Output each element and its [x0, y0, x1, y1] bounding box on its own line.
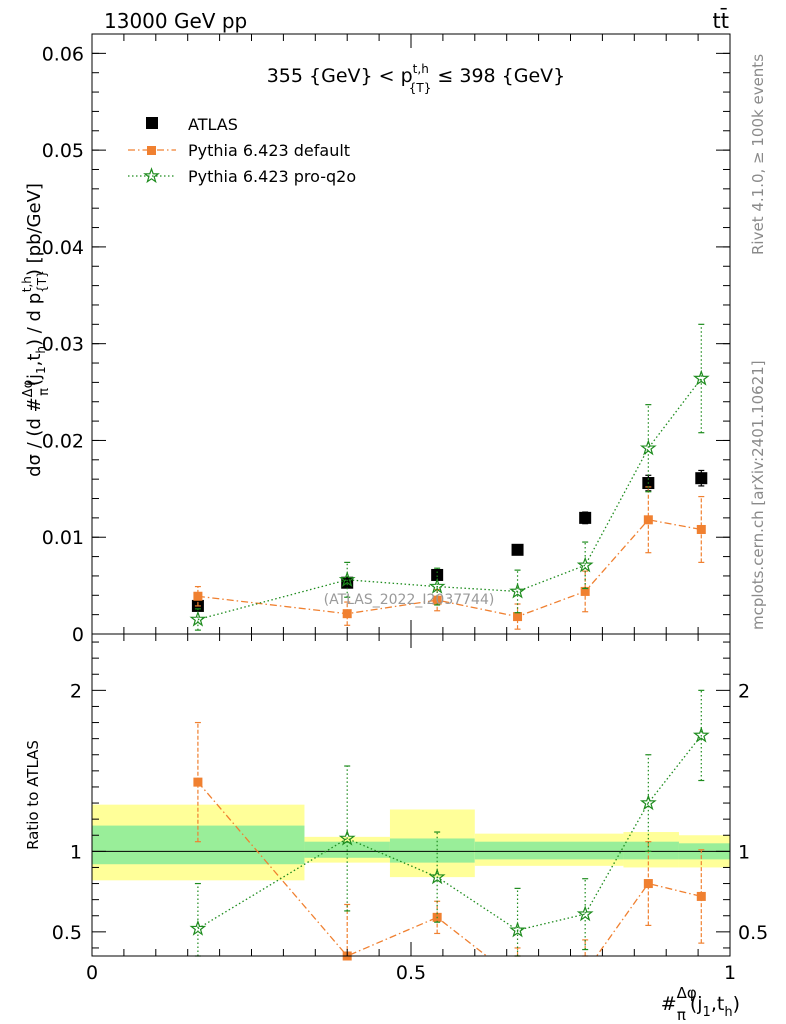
main-point-atlas — [511, 543, 524, 556]
main-series-line-pythia-6-423-pro-q2o — [197, 378, 702, 621]
ratio-y-tick-label-right: 1 — [738, 841, 750, 863]
ratio-point-pythia-6-423-default — [643, 879, 653, 889]
legend-marker-pythia-default — [147, 146, 156, 155]
ratio-y-axis-label: Ratio to ATLAS — [24, 740, 42, 850]
analysis-watermark: (ATLAS_2022_I2037744) — [324, 592, 495, 608]
ratio-y-tick-label-right: 2 — [738, 680, 750, 702]
main-point-pythia-6-423-pro-q2o — [692, 369, 710, 386]
legend: ATLAS Pythia 6.423 default Pythia 6.423 … — [128, 115, 356, 186]
main-y-tick-label: 0.03 — [42, 334, 84, 356]
x-tick-label: 1 — [724, 962, 736, 984]
process-label: tt̄ — [713, 8, 729, 33]
main-y-tick-label: 0.01 — [42, 527, 84, 549]
legend-label-atlas: ATLAS — [188, 115, 238, 134]
ratio-point-pythia-6-423-pro-q2o — [576, 905, 594, 922]
ratio-plot-frame — [91, 633, 731, 957]
ratio-panel: 0.5 0.51 12 20 0.5 1 Ratio to ATLAS #Δφ π (j1,t… — [24, 633, 768, 1024]
main-y-tick-label: 0.05 — [42, 140, 84, 162]
ratio-y-tick-label: 2 — [70, 680, 82, 702]
ratio-band-inner — [623, 841, 679, 860]
main-point-atlas — [695, 472, 708, 485]
main-point-pythia-6-423-pro-q2o — [576, 556, 594, 573]
ratio-point-pythia-6-423-pro-q2o — [338, 829, 356, 846]
main-point-pythia-6-423-pro-q2o — [338, 570, 356, 587]
x-axis-label: #Δφ π (j1,th) — [661, 984, 740, 1024]
ratio-y-tick-label: 0.5 — [52, 922, 82, 944]
main-y-axis-label: dσ / (d #Δφπ(j1,th) / d p{T}t,h) [pb/GeV… — [20, 183, 52, 477]
legend-marker-atlas — [146, 117, 158, 129]
legend-entry-pythia-default: Pythia 6.423 default — [128, 141, 350, 160]
x-tick-label: 0 — [86, 962, 98, 984]
mcplots-label: mcplots.cern.ch [arXiv:2401.10621] — [749, 360, 767, 630]
legend-label-pythia-proq2o: Pythia 6.423 pro-q2o — [188, 167, 356, 186]
ratio-band-inner — [389, 838, 475, 863]
legend-entry-pythia-proq2o: Pythia 6.423 pro-q2o — [128, 167, 356, 186]
ratio-point-pythia-6-423-default — [696, 891, 706, 901]
ratio-point-pythia-6-423-pro-q2o — [639, 794, 657, 811]
main-point-pythia-6-423-pro-q2o — [639, 439, 657, 456]
main-y-tick-label: 0.02 — [42, 430, 84, 452]
ratio-y-tick-label: 1 — [70, 841, 82, 863]
main-y-tick-label: 0.04 — [42, 237, 84, 259]
x-tick-label: 0.5 — [396, 962, 426, 984]
rivet-version-label: Rivet 4.1.0, ≥ 100k events — [749, 54, 767, 255]
ratio-point-pythia-6-423-pro-q2o — [692, 726, 710, 743]
main-y-tick-label: 0.06 — [42, 43, 84, 65]
main-point-pythia-6-423-default — [580, 586, 590, 596]
main-point-pythia-6-423-pro-q2o — [428, 577, 446, 594]
main-y-tick-label: 0 — [72, 624, 84, 646]
ratio-point-pythia-6-423-pro-q2o — [428, 868, 446, 885]
main-point-pythia-6-423-pro-q2o — [189, 610, 207, 627]
main-point-pythia-6-423-default — [513, 612, 523, 622]
energy-label: 13000 GeV pp — [104, 9, 247, 33]
legend-label-pythia-default: Pythia 6.423 default — [188, 141, 350, 160]
main-point-atlas — [431, 568, 444, 581]
legend-entry-atlas: ATLAS — [146, 115, 238, 134]
main-title: 355 {GeV} < pt,h {T}≤ 398 {GeV} — [267, 62, 566, 95]
ratio-point-pythia-6-423-pro-q2o — [509, 921, 526, 938]
main-point-pythia-6-423-default — [696, 524, 706, 534]
main-point-pythia-6-423-default — [342, 609, 352, 619]
main-point-pythia-6-423-default — [193, 591, 203, 601]
ratio-point-pythia-6-423-default — [193, 777, 203, 787]
ratio-series-line-pythia-6-423-pro-q2o — [197, 734, 702, 931]
main-panel: 0 0.01 0.02 0.03 0.04 0.05 0.06 (ATLAS_2022_I2… — [20, 33, 731, 646]
legend-marker-pythia-proq2o — [143, 167, 160, 184]
main-point-atlas — [579, 511, 592, 524]
ratio-point-pythia-6-423-pro-q2o — [189, 919, 207, 936]
ratio-band-inner — [474, 841, 624, 860]
main-point-pythia-6-423-pro-q2o — [509, 582, 526, 599]
main-point-pythia-6-423-default — [643, 515, 653, 525]
ratio-band-inner — [92, 825, 305, 865]
ratio-y-tick-label-right: 0.5 — [738, 922, 768, 944]
